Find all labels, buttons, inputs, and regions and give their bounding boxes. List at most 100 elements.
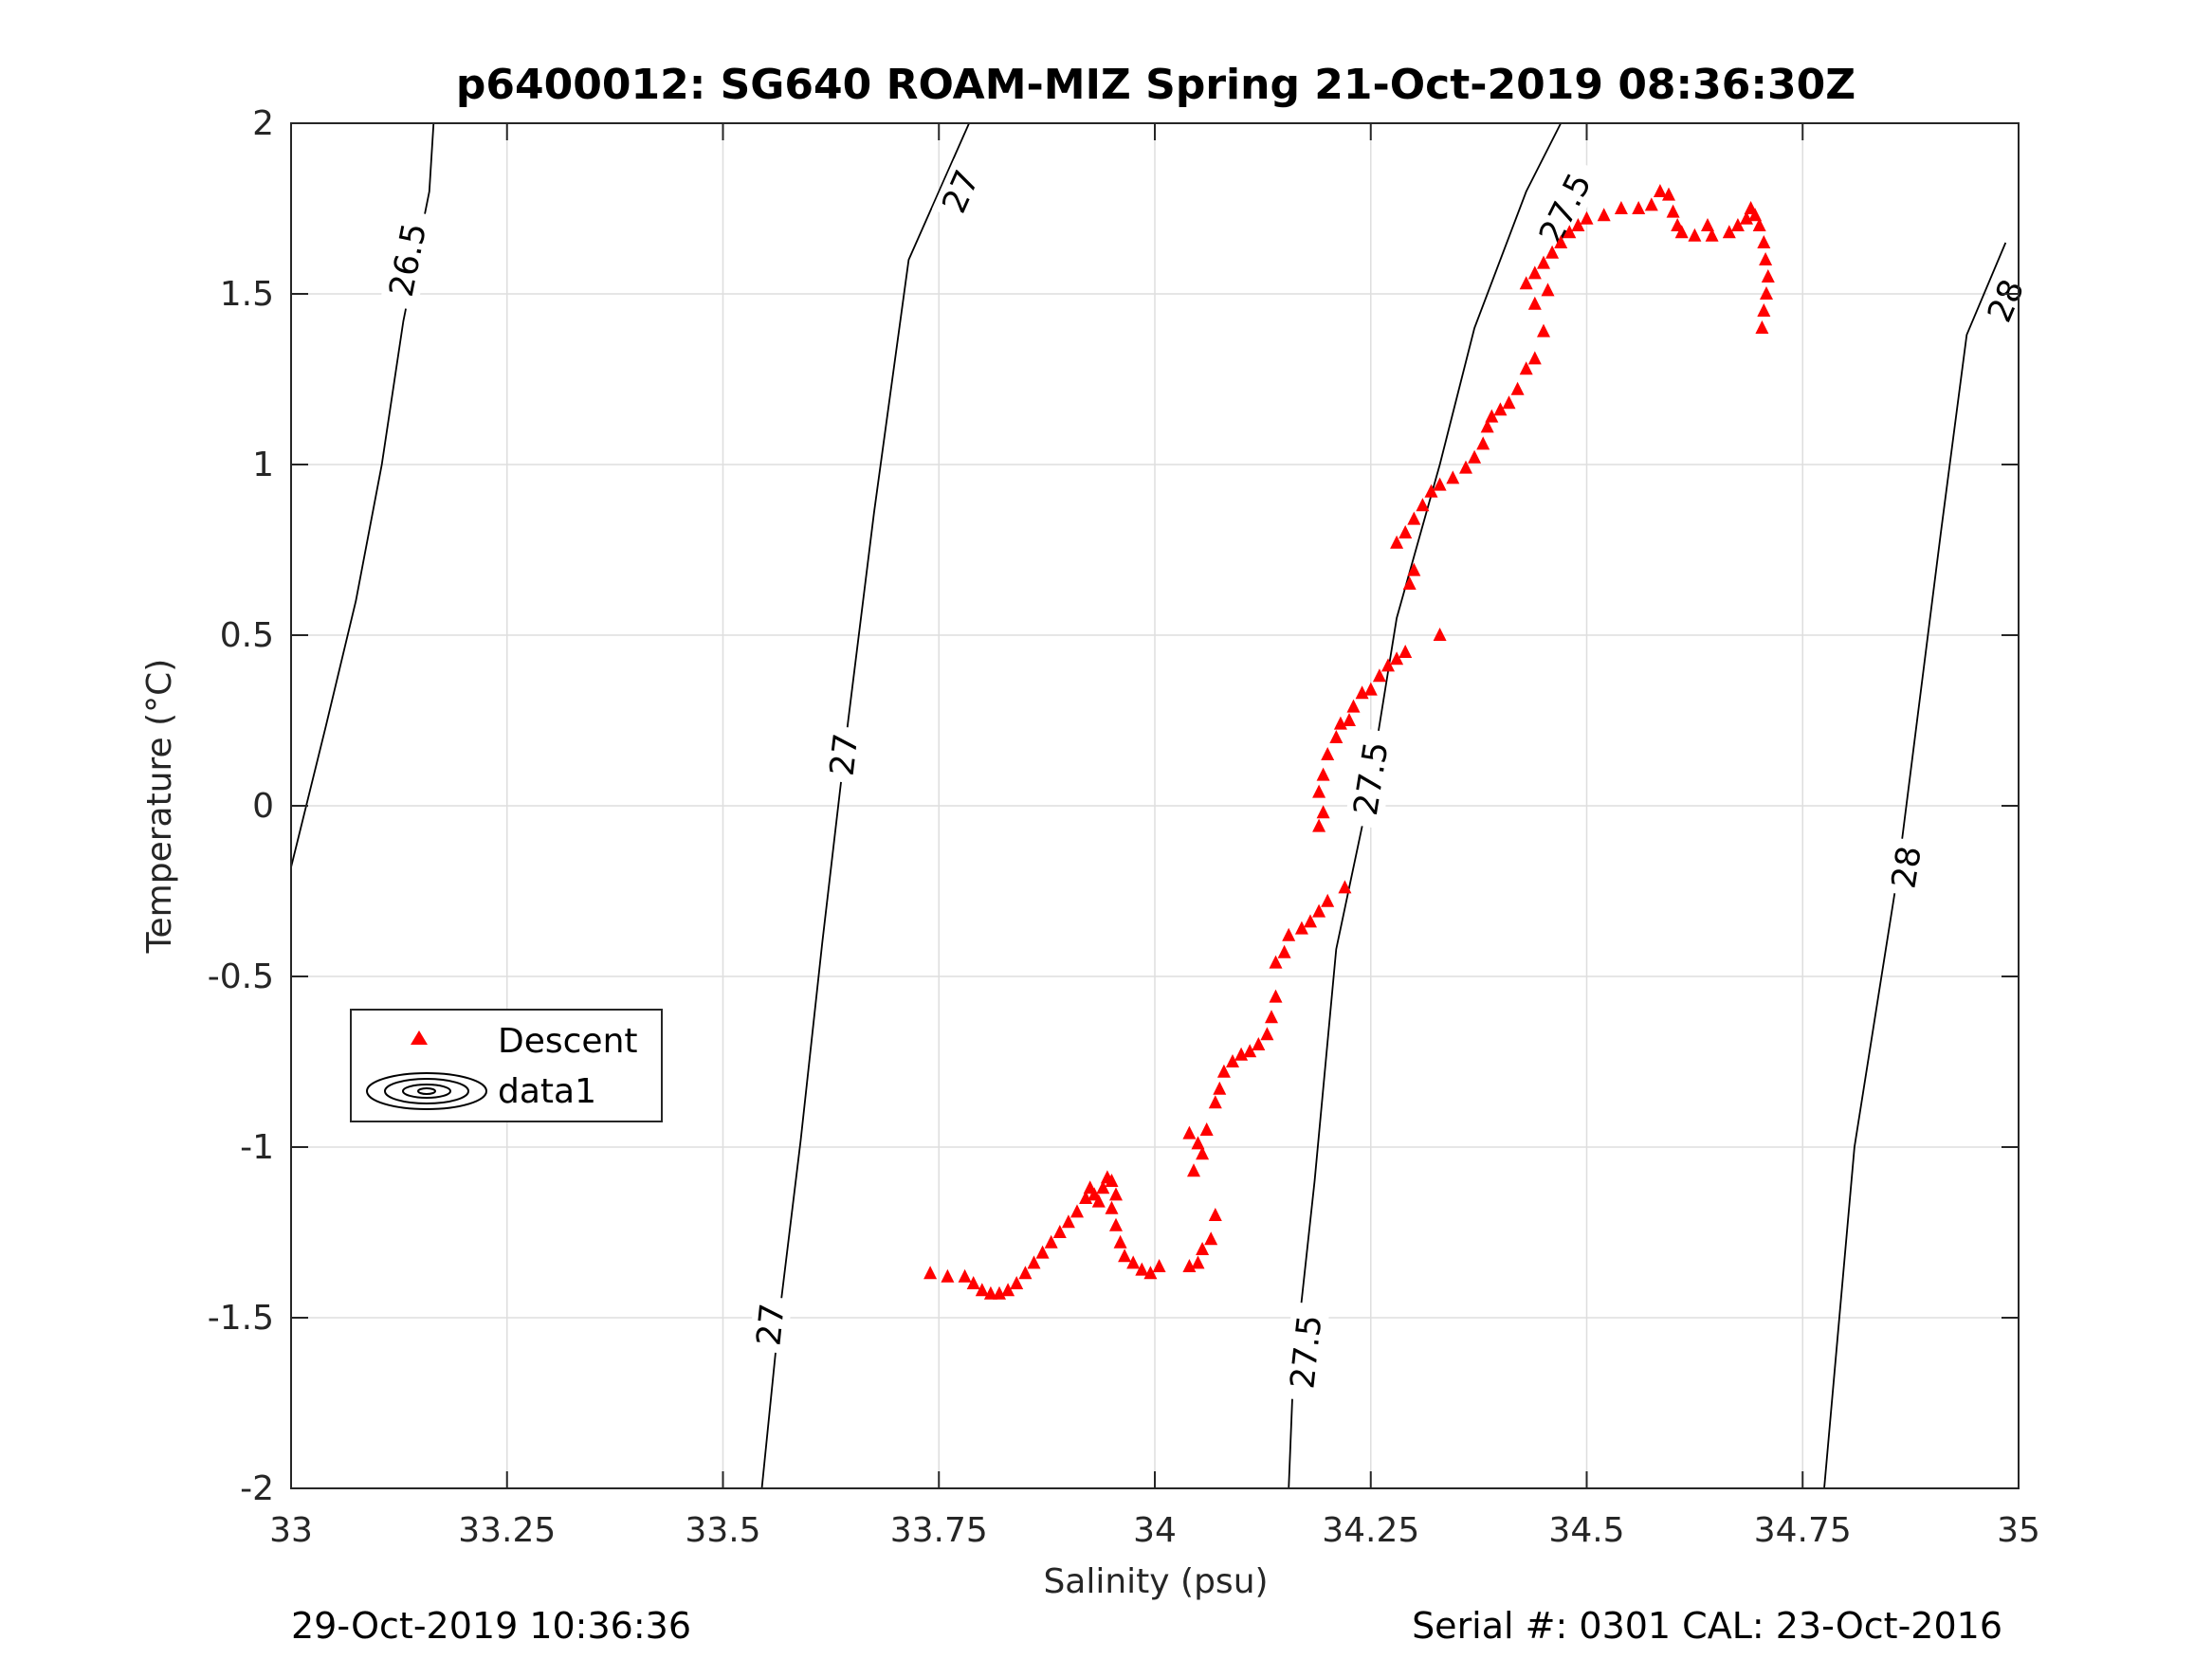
y-tick-label: 1.5 — [220, 275, 274, 314]
descent-point — [1688, 228, 1702, 242]
contour-label-group: 27.5 — [1282, 1302, 1330, 1402]
descent-point — [923, 1266, 938, 1280]
descent-point — [1722, 225, 1736, 239]
descent-point — [1096, 1180, 1110, 1194]
contour-label-bg — [1344, 727, 1398, 830]
descent-point — [1216, 1064, 1231, 1078]
descent-point — [1459, 460, 1472, 474]
descent-point — [1196, 1146, 1210, 1160]
descent-point — [1424, 483, 1438, 498]
descent-point — [1527, 265, 1542, 280]
x-tick-label: 35 — [1997, 1511, 2040, 1550]
descent-point — [1333, 716, 1347, 730]
contour-label-group: 27 — [748, 1295, 793, 1355]
descent-point — [1135, 1262, 1149, 1276]
contour-label-bg — [821, 724, 867, 785]
descent-point — [1760, 286, 1773, 300]
contour-label-bg — [379, 209, 436, 311]
x-tick-label: 33 — [269, 1511, 313, 1550]
x-tick-label: 33.75 — [890, 1511, 988, 1550]
contour-label: 28 — [1885, 844, 1929, 891]
descent-point — [975, 1283, 989, 1297]
descent-point — [1519, 276, 1533, 290]
descent-point — [1105, 1200, 1119, 1214]
descent-point — [1113, 1234, 1127, 1249]
descent-point — [983, 1285, 997, 1300]
descent-point — [1480, 419, 1494, 433]
contour-line — [1823, 242, 2007, 1489]
legend-entry-data1: data1 — [498, 1072, 596, 1111]
descent-point — [1580, 210, 1594, 225]
descent-point — [1208, 1208, 1222, 1221]
descent-point — [1191, 1255, 1205, 1269]
descent-point — [1252, 1037, 1266, 1050]
descent-point — [1510, 381, 1525, 395]
descent-point — [1182, 1259, 1197, 1272]
descent-point — [1109, 1217, 1123, 1231]
descent-point — [1001, 1283, 1015, 1297]
contour-line — [760, 122, 970, 1489]
descent-point — [1446, 470, 1460, 484]
descent-point — [1118, 1249, 1132, 1263]
descent-point — [1355, 685, 1369, 700]
descent-point — [1312, 818, 1326, 832]
descent-point — [1757, 303, 1771, 317]
descent-point — [1433, 477, 1447, 491]
descent-point — [1312, 784, 1326, 798]
x-tick-label: 33.5 — [685, 1511, 760, 1550]
x-tick-label: 34.5 — [1548, 1511, 1624, 1550]
descent-point — [1329, 730, 1344, 743]
descent-point — [941, 1268, 955, 1283]
descent-point — [1614, 201, 1628, 214]
descent-point — [1363, 682, 1378, 696]
y-tick-label: -2 — [240, 1469, 274, 1508]
x-tick-label: 34 — [1133, 1511, 1177, 1550]
descent-point — [1152, 1259, 1166, 1272]
descent-point — [1541, 283, 1555, 297]
y-tick-label: 1 — [252, 446, 274, 484]
descent-point — [1748, 208, 1763, 222]
descent-point — [1537, 323, 1550, 337]
descent-point — [1321, 893, 1335, 907]
descent-point — [1027, 1255, 1041, 1269]
descent-point — [1527, 351, 1542, 365]
descent-point — [1199, 1122, 1214, 1136]
x-tick-label: 34.75 — [1754, 1511, 1852, 1550]
descent-point — [1407, 562, 1421, 576]
x-axis-label: Salinity (psu) — [1043, 1562, 1268, 1601]
y-tick-label: -0.5 — [208, 957, 274, 996]
descent-point — [1674, 225, 1689, 239]
descent-point — [1493, 402, 1508, 416]
footer-timestamp: 29-Oct-2019 10:36:36 — [291, 1605, 691, 1647]
descent-point — [1398, 645, 1413, 658]
descent-point — [1527, 296, 1542, 310]
descent-point — [1312, 903, 1326, 918]
descent-point — [1213, 1081, 1227, 1095]
contour-label: 27 — [750, 1302, 792, 1347]
descent-point — [1226, 1054, 1239, 1067]
descent-point — [1398, 525, 1413, 538]
descent-point — [1052, 1225, 1067, 1238]
descent-point — [1402, 576, 1417, 590]
descent-point — [1757, 235, 1771, 248]
descent-point — [1730, 218, 1745, 231]
descent-point — [1705, 228, 1719, 242]
contour-label-bg — [931, 158, 990, 225]
descent-point — [1091, 1194, 1106, 1208]
descent-point — [1294, 921, 1308, 935]
descent-point — [1343, 713, 1356, 726]
descent-point — [1346, 699, 1361, 713]
legend-triangle-icon — [411, 1030, 428, 1045]
descent-point — [1010, 1276, 1024, 1289]
descent-point — [1079, 1191, 1093, 1204]
contour-label: 27.5 — [1284, 1313, 1329, 1391]
descent-point — [1433, 628, 1447, 641]
descent-point — [1381, 658, 1395, 672]
descent-point — [1269, 955, 1283, 969]
legend-box — [350, 1009, 663, 1122]
contour-label-bg — [748, 1295, 793, 1355]
descent-point — [1204, 1231, 1218, 1246]
legend: Descent data1 — [350, 1009, 663, 1122]
